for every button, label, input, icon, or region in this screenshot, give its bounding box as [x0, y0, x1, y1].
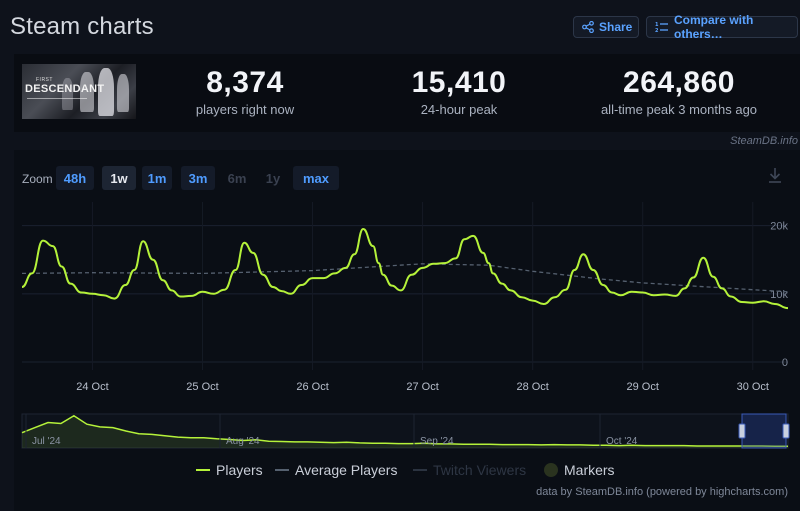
zoom-1w-button[interactable]: 1w	[102, 166, 136, 190]
legend-swatch	[413, 469, 427, 471]
average-players-line	[21, 263, 789, 293]
y-tick-label: 20k	[770, 221, 788, 233]
share-button[interactable]: Share	[573, 16, 639, 38]
navigator-tick-label: Aug '24	[226, 436, 260, 447]
zoom-3m-button[interactable]: 3m	[181, 166, 215, 190]
x-tick-label: 30 Oct	[737, 381, 769, 393]
share-icon	[582, 21, 594, 33]
legend-label: Twitch Viewers	[433, 462, 527, 478]
compare-label: Compare with others…	[674, 13, 754, 41]
x-tick-label: 24 Oct	[76, 381, 108, 393]
page-title: Steam charts	[10, 13, 154, 40]
stat-alltime-value: 264,860	[623, 66, 735, 99]
steamdb-credit[interactable]: SteamDB.info	[730, 135, 798, 147]
banner-small-text: FIRST	[36, 77, 53, 83]
stat-24h-label: 24-hour peak	[420, 102, 498, 117]
navigator-area	[22, 415, 788, 448]
y-tick-label: 0	[782, 357, 788, 369]
download-icon[interactable]	[766, 166, 786, 186]
x-tick-label: 28 Oct	[516, 381, 548, 393]
zoom-label: Zoom	[22, 172, 53, 186]
legend-item-average-players[interactable]: Average Players	[275, 462, 397, 478]
stat-24h-value: 15,410	[411, 66, 507, 99]
legend-swatch	[544, 463, 558, 477]
navigator-tick-label: Jul '24	[32, 436, 61, 447]
zoom-48h-button[interactable]: 48h	[56, 166, 94, 190]
legend-label: Markers	[564, 462, 615, 478]
navigator-background	[21, 413, 789, 449]
x-tick-label: 26 Oct	[296, 381, 328, 393]
svg-text:2: 2	[655, 28, 659, 33]
game-banner[interactable]: FIRST DESCENDANT	[22, 64, 136, 119]
navigator-line	[21, 414, 788, 448]
zoom-1m-button[interactable]: 1m	[142, 166, 172, 190]
navigator-tick-label: Sep '24	[420, 436, 454, 447]
players-line	[21, 228, 789, 310]
x-tick-label: 27 Oct	[406, 381, 438, 393]
legend-item-markers[interactable]: Markers	[544, 462, 615, 478]
zoom-1y-button: 1y	[265, 170, 281, 186]
stat-24h-peak: 15,410 24-hour peak	[394, 66, 524, 117]
navigator-selection	[741, 413, 787, 449]
legend-label: Players	[216, 462, 263, 478]
footer-credit[interactable]: data by SteamDB.info (powered by highcha…	[536, 486, 788, 498]
zoom-max-button[interactable]: max	[293, 166, 339, 190]
x-tick-label: 25 Oct	[186, 381, 218, 393]
banner-title-text: DESCENDANT	[25, 83, 105, 95]
svg-text:1: 1	[655, 22, 659, 28]
share-label: Share	[599, 20, 633, 34]
zoom-6m-button: 6m	[227, 170, 247, 186]
legend-label: Average Players	[295, 462, 398, 478]
stat-alltime-label: all-time peak 3 months ago	[600, 102, 758, 117]
legend-item-players[interactable]: Players	[196, 462, 263, 478]
stat-alltime-peak: 264,860 all-time peak 3 months ago	[589, 66, 769, 117]
legend-swatch	[275, 469, 289, 471]
stats-bar: FIRST DESCENDANT 8,374 players right now…	[14, 54, 800, 132]
navigator-handle[interactable]	[738, 423, 746, 439]
chart-panel: Zoom 48h 1w 1m 3m 6m 1y max	[14, 150, 800, 511]
stat-current-players: 8,374 players right now	[184, 66, 306, 117]
legend-swatch	[196, 469, 210, 471]
legend-item-twitch-viewers[interactable]: Twitch Viewers	[413, 462, 526, 478]
navigator-handle[interactable]	[782, 423, 790, 439]
stat-current-value: 8,374	[206, 66, 284, 99]
navigator-tick-label: Oct '24	[606, 436, 638, 447]
x-tick-label: 29 Oct	[627, 381, 659, 393]
stat-current-label: players right now	[195, 102, 295, 117]
